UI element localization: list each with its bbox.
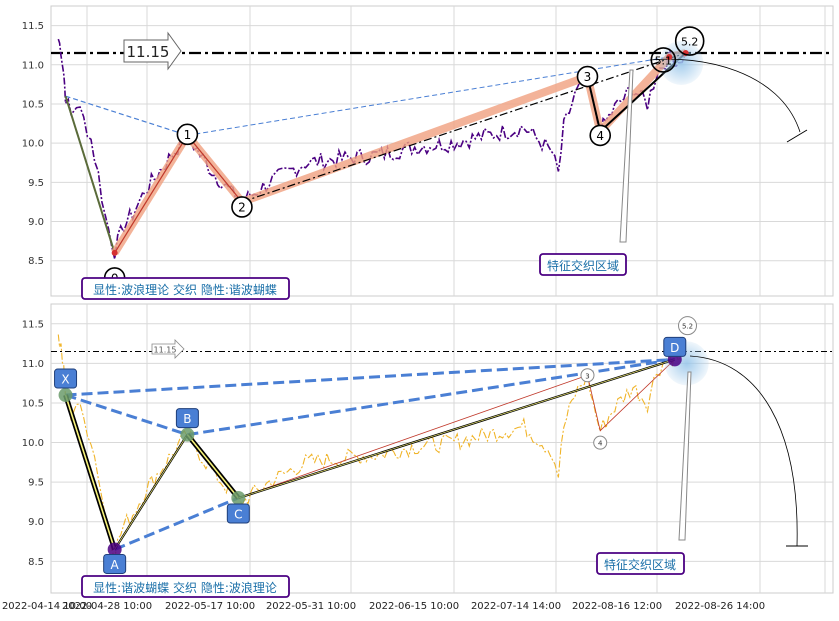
feature-zone-glow [659,40,704,85]
harmonic-leg-core [238,359,675,499]
harmonic-point-box [226,503,250,524]
harmonic-point-box [54,368,78,389]
wave-point-marker [593,435,608,450]
harmonic-dashed-x-b [65,393,188,437]
harmonic-point-label: A [111,558,120,572]
wave-point-label: 5.2 [681,36,699,49]
harmonic-point-dot [180,427,195,442]
harmonic-point-dot [107,542,122,557]
x-tick-label: 2022-04-14 10:00 [2,601,92,612]
panel-caption: 显性:谐波蝴蝶 交织 隐性:波浪理论 [93,580,277,595]
y-tick-label: 10.0 [22,438,44,449]
y-tick-label: 10.5 [22,99,44,110]
harmonic-leg-core [186,434,239,499]
caption-box [81,277,290,300]
threshold-arrow [123,31,182,71]
harmonic-hint-line [65,95,188,136]
y-tick-label: 9.0 [28,217,44,228]
threshold-label: 11.15 [154,346,177,355]
wave-point-marker [576,65,599,88]
price-series-line [57,38,687,260]
harmonic-leg-x-a [64,95,116,254]
harmonic-point-label: C [234,507,242,521]
wave-point-marker [231,196,253,218]
projection-bracket [786,129,808,143]
wave-point-marker [674,26,705,56]
wave-point-label: 5.2 [682,323,693,331]
y-tick-label: 9.5 [28,178,44,189]
wave-point-marker [650,47,677,73]
y-tick-label: 10.0 [22,139,44,150]
harmonic-dashed-a-c [114,496,239,551]
x-tick-label: 2022-08-16 12:00 [572,601,662,612]
zone-label: 特征交织区域 [547,258,619,273]
harmonic-point-label: B [183,412,191,426]
wave-point-marker [176,123,199,146]
y-tick-label: 11.5 [22,21,44,32]
harmonic-leg-core [64,394,116,550]
y-tick-label: 9.0 [28,517,44,528]
harmonic-point-label: D [670,341,679,355]
harmonic-point-dot [58,388,73,403]
panel-caption: 显性:波浪理论 交织 隐性:谐波蝴蝶 [93,282,277,297]
wave-point-marker [589,124,612,147]
wave-point-marker [678,316,698,336]
wave-overlay-line [238,359,676,499]
wave-point-label: 2 [238,200,246,214]
harmonic-point-box [103,553,127,574]
y-tick-label: 10.5 [22,398,44,409]
projection-arc [689,355,798,547]
y-tick-label: 8.5 [28,256,44,267]
wave-point-label: 3 [584,70,592,84]
threshold-arrow [151,339,185,359]
harmonic-point-dot [231,490,246,505]
zone-label: 特征交织区域 [604,557,676,572]
y-tick-label: 9.5 [28,478,44,489]
harmonic-leg-core [114,434,188,550]
zone-label-box [539,253,627,276]
wave-channel-line [241,52,686,203]
wave-point-label: 3 [585,372,589,380]
wave-point-label: 1 [184,128,192,142]
caption-box [81,575,290,598]
x-tick-label: 2022-05-17 10:00 [165,601,255,612]
y-tick-label: 11.0 [22,60,44,71]
wave-point-label: 5.1 [655,54,673,67]
wave-point-dot [666,53,673,60]
chart-panel-bottom: 11.5 11.0 10.5 10.0 9.5 9.0 8.5 11.15 X A B C D 3 4 5.2… [22,303,834,598]
x-tick-label: 2022-07-14 14:00 [471,601,561,612]
harmonic-point-label: X [61,373,69,387]
harmonic-dashed-x-d [65,357,675,397]
harmonic-hint-line [187,56,670,136]
y-tick-label: 8.5 [28,557,44,568]
wave-point-label: 4 [596,129,604,143]
x-tick-label: 2022-08-26 14:00 [675,601,765,612]
y-tick-label: 11.5 [22,319,44,330]
threshold-label: 11.15 [127,43,170,61]
harmonic-point-box [175,408,199,429]
x-tick-label: 2022-06-15 10:00 [369,601,459,612]
wave-point-dot [111,249,118,256]
wave-point-marker [580,368,595,383]
zone-pointer-arrow [678,371,692,541]
x-tick-label: 2022-04-28 10:00 [62,601,152,612]
x-tick-label: 2022-05-31 10:00 [266,601,356,612]
chart-panel-top: 11.511.010.510.09.59.08.511.15012345.15.… [22,5,834,300]
zone-label-box [596,552,685,575]
wave-point-label: 4 [598,440,603,448]
zone-pointer-arrow [619,69,634,243]
harmonic-point-box [663,336,687,357]
y-tick-label: 11.0 [22,359,44,370]
